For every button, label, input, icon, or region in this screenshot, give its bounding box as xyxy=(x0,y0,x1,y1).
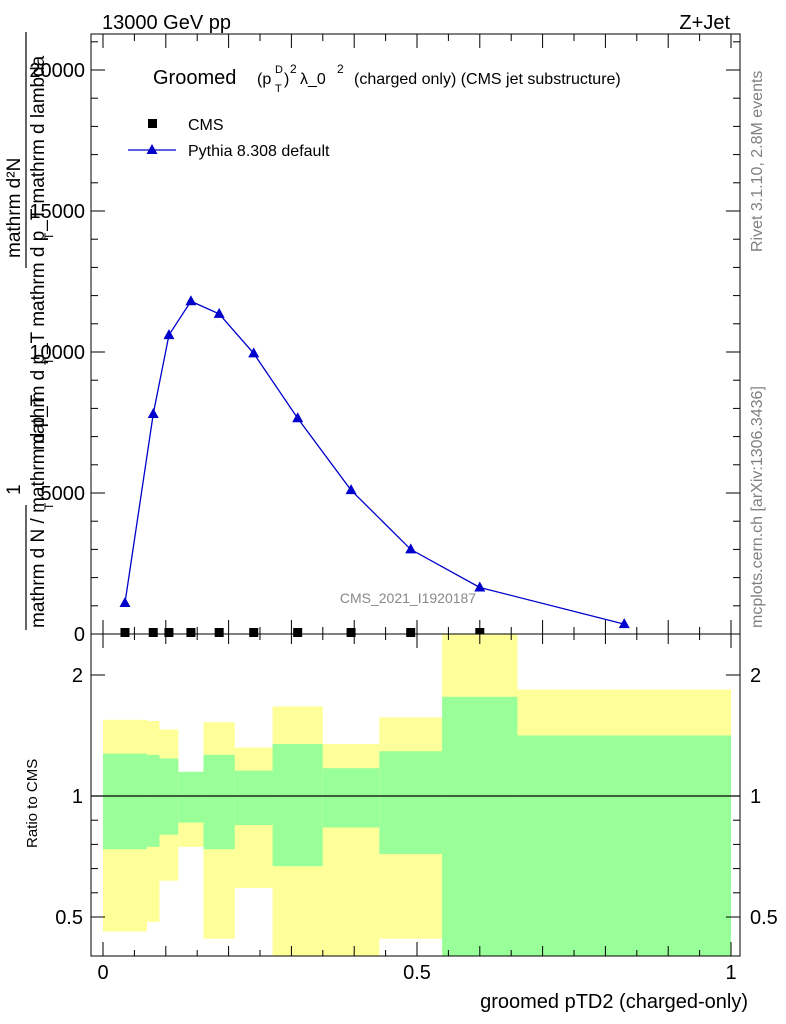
ratio-xlabel: groomed pTD2 (charged-only) xyxy=(480,991,748,1013)
ratio-panel: 0.5 0.5 1 1 2 2 0 0.5 1 Ratio to CMS groomed pTD… xyxy=(24,633,778,1013)
title-main: Groomed xyxy=(153,67,236,89)
pythia-point xyxy=(292,412,304,423)
ratio-ytick-label: 1 xyxy=(72,786,83,808)
ylabel-bottom-sub: T xyxy=(42,502,56,510)
legend-pythia-marker xyxy=(146,144,158,154)
pythia-point xyxy=(185,295,197,306)
ylabel-mid: mathrm d p_T mathrm d p_T mathrm d lambd… xyxy=(28,55,49,450)
ratio-ytick-label-right: 2 xyxy=(750,665,761,687)
ratio-ticks: 0.5 0.5 1 1 2 2 0 0.5 1 xyxy=(55,634,778,984)
ratio-inner-band xyxy=(517,735,731,956)
title-suffix: (charged only) (CMS jet substructure) xyxy=(354,71,621,88)
pythia-point xyxy=(248,347,260,358)
ratio-ylabel: Ratio to CMS xyxy=(24,759,41,848)
cms-point xyxy=(120,628,130,637)
ratio-frame xyxy=(90,633,741,957)
pythia-point xyxy=(213,307,225,318)
title-ptd: (p xyxy=(257,71,271,88)
ylabel-sub-2: T xyxy=(42,357,56,365)
ratio-xtick-label: 1 xyxy=(725,962,736,984)
ratio-bands xyxy=(103,634,731,956)
main-ytick-label: 20000 xyxy=(29,60,85,82)
ratio-xtick-label: 0.5 xyxy=(403,962,431,984)
process-label: Z+Jet xyxy=(679,12,730,34)
legend-cms-label: CMS xyxy=(188,117,224,134)
pythia-point xyxy=(474,581,486,592)
ratio-ytick-label: 2 xyxy=(72,665,83,687)
main-ticks: 0 5000 10000 15000 20000 xyxy=(29,34,740,646)
ratio-inner-band xyxy=(159,758,179,835)
main-panel: 0 5000 10000 15000 20000 CMS_2021_I1920187 G… xyxy=(4,32,741,646)
ratio-ytick-label-right: 0.5 xyxy=(750,907,778,929)
ylabel-top: mathrm d²N xyxy=(4,158,25,258)
ratio-inner-band xyxy=(234,770,273,826)
cms-point xyxy=(214,628,224,637)
ratio-ytick-label-right: 1 xyxy=(750,786,761,808)
main-ytick-label: 5000 xyxy=(41,483,86,505)
ratio-inner-band xyxy=(442,696,518,956)
ylabel-one: 1 xyxy=(4,484,25,495)
ratio-inner-band xyxy=(272,743,323,867)
watermark: CMS_2021_I1920187 xyxy=(340,590,476,606)
legend-cms-marker xyxy=(148,119,157,128)
main-ylabel: mathrm d²N mathrm d p_T mathrm d p_T mat… xyxy=(4,32,56,630)
cms-point xyxy=(148,628,158,637)
title-lambda: λ_0 xyxy=(300,71,326,88)
pythia-line xyxy=(124,300,625,625)
pythia-point xyxy=(618,618,630,629)
plot-title: Groomed (p D T ) 2 λ_0 2 (charged only) … xyxy=(153,62,621,95)
cms-point xyxy=(406,628,416,637)
title-ptd-close: ) xyxy=(284,71,289,88)
ratio-inner-band xyxy=(203,754,235,850)
title-lambda-sup: 2 xyxy=(337,62,344,76)
main-series xyxy=(119,295,630,637)
main-ytick-label: 10000 xyxy=(29,342,85,364)
legend: CMS Pythia 8.308 default xyxy=(128,117,330,160)
cms-point xyxy=(186,628,196,637)
ylabel-bottom: mathrm d N / mathrm d p_T xyxy=(28,394,49,628)
ylabel-sub-1: T xyxy=(42,232,56,240)
cms-point xyxy=(346,628,356,637)
pythia-point xyxy=(405,543,417,554)
rivet-label: Rivet 3.1.10, 2.8M events xyxy=(749,71,766,252)
pythia-point xyxy=(119,596,131,607)
ratio-inner-band xyxy=(178,771,204,823)
legend-pythia-label: Pythia 8.308 default xyxy=(188,143,330,160)
cms-point xyxy=(293,628,303,637)
main-ytick-label: 0 xyxy=(74,624,85,646)
pythia-point xyxy=(147,408,159,419)
energy-label: 13000 GeV pp xyxy=(102,12,231,34)
title-sq: 2 xyxy=(290,62,297,76)
title-ptd-sub: T xyxy=(275,83,282,95)
main-ytick-label: 15000 xyxy=(29,201,85,223)
cms-point xyxy=(164,628,174,637)
ratio-inner-band xyxy=(322,768,380,828)
cms-point xyxy=(249,628,259,637)
pythia-point xyxy=(345,484,357,495)
ratio-inner-band xyxy=(146,754,160,847)
ratio-inner-band xyxy=(379,751,443,855)
ratio-ytick-label: 0.5 xyxy=(55,907,83,929)
pythia-point xyxy=(163,329,175,340)
cms-point xyxy=(475,628,485,637)
title-ptd-sup: D xyxy=(275,64,283,76)
ratio-inner-band xyxy=(103,753,147,850)
mcplots-label: mcplots.cern.ch [arXiv:1306.3436] xyxy=(749,386,766,628)
ratio-xtick-label: 0 xyxy=(97,962,108,984)
